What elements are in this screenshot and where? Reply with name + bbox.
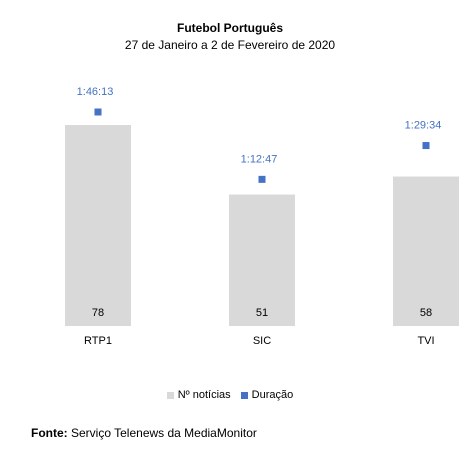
- chart-plot: 78 RTP1 1:46:13 51 SIC 1:12:47 58 TVI 1:29:34: [65, 86, 459, 347]
- chart-subtitle: 27 de Janeiro a 2 de Fevereiro de 2020: [124, 38, 336, 52]
- bar-rtp1: [65, 125, 131, 326]
- chart-title: Futebol Português: [177, 21, 283, 35]
- legend-label-duracao: Duração: [251, 389, 294, 401]
- source-label: Fonte:: [31, 426, 68, 440]
- legend-item-duracao: Duração: [240, 389, 294, 401]
- duration-label-tvi: 1:29:34: [405, 120, 442, 132]
- bar-sic: [229, 194, 295, 326]
- source-text: Serviço Telenews da MediaMonitor: [71, 426, 257, 440]
- duration-point-rtp1: [94, 108, 102, 116]
- legend-swatch-noticias: [166, 391, 174, 399]
- legend-label-noticias: Nº notícias: [177, 389, 231, 401]
- chart-legend: Nº notícias Duração: [0, 389, 460, 401]
- bar-value-label-rtp1: 78: [92, 307, 104, 319]
- duration-point-tvi: [422, 142, 430, 150]
- source-note: Fonte: Serviço Telenews da MediaMonitor: [31, 426, 257, 440]
- legend-item-noticias: Nº notícias: [166, 389, 231, 401]
- duration-label-rtp1: 1:46:13: [77, 86, 114, 98]
- legend-swatch-duracao: [240, 391, 248, 399]
- category-label-tvi: TVI: [417, 335, 434, 347]
- duration-point-sic: [258, 175, 266, 183]
- category-label-sic: SIC: [253, 335, 271, 347]
- bar-value-label-tvi: 58: [420, 307, 432, 319]
- duration-label-sic: 1:12:47: [241, 153, 278, 165]
- bar-tvi: [393, 176, 459, 326]
- category-label-rtp1: RTP1: [84, 335, 112, 347]
- bar-value-label-sic: 51: [256, 307, 268, 319]
